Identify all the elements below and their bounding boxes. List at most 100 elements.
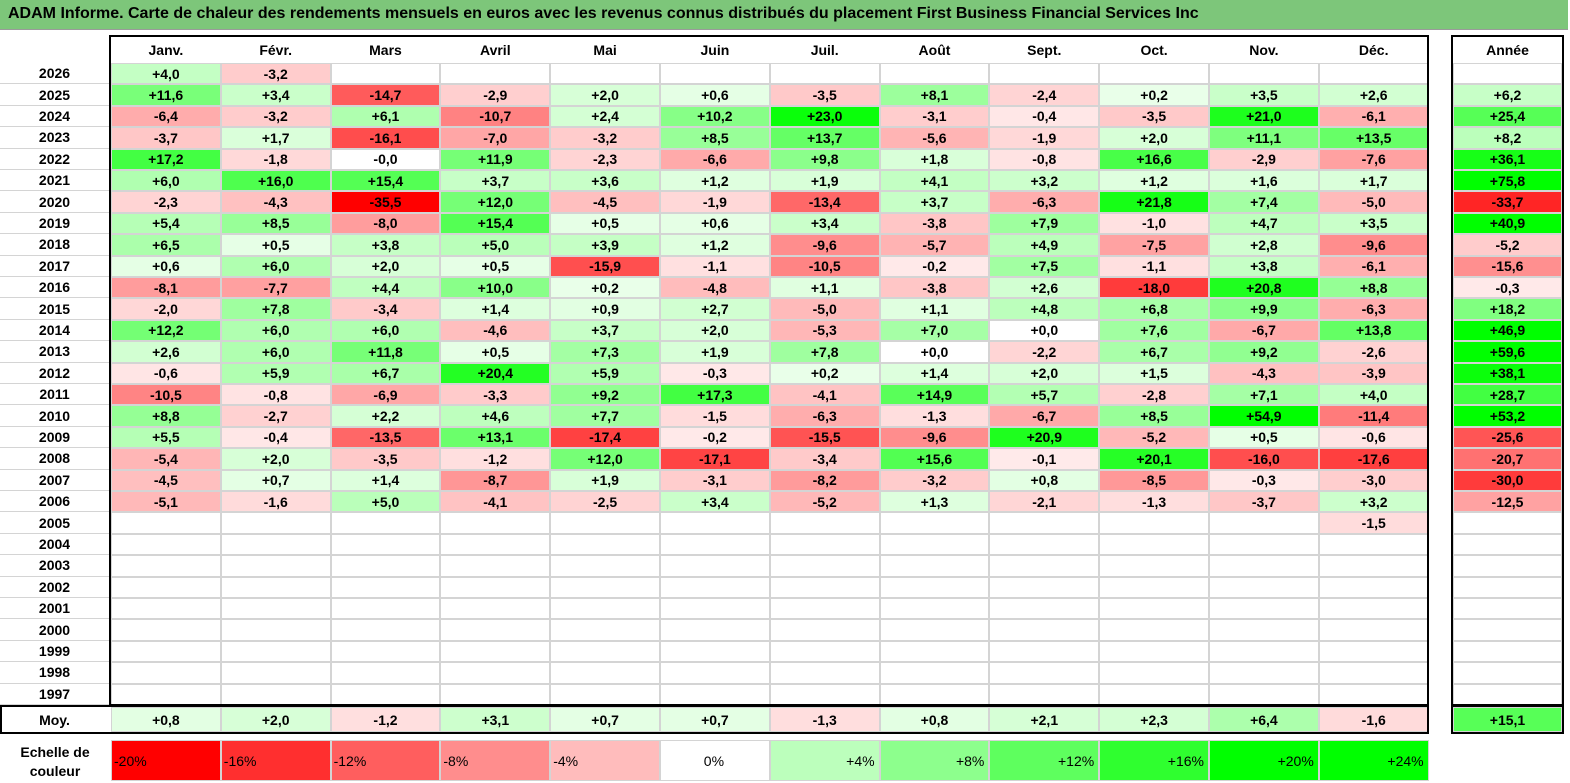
year-label: 2001 — [0, 598, 109, 620]
heatmap-cell: -2,0 — [111, 298, 221, 320]
heatmap-cell: -2,9 — [1209, 148, 1319, 170]
heatmap-cell — [220, 533, 331, 556]
heatmap-cell: -5,2 — [769, 491, 880, 513]
annual-cell: -5,2 — [1453, 234, 1562, 256]
heatmap-cell: +1,4 — [330, 469, 441, 491]
heatmap-cell: -3,2 — [220, 105, 331, 128]
heatmap-cell: -4,6 — [440, 319, 551, 342]
heatmap-cell: -9,6 — [769, 234, 880, 256]
heatmap-cell: +8,8 — [111, 405, 221, 427]
heatmap-cell: +2,6 — [1318, 84, 1429, 106]
heatmap-cell: +1,6 — [1209, 170, 1319, 192]
heatmap-cell: +6,7 — [1099, 341, 1209, 363]
heatmap-cell: +11,9 — [440, 148, 551, 170]
month-header: Avril — [440, 37, 551, 63]
heatmap-cell: +7,0 — [879, 319, 990, 342]
annual-cell: -25,6 — [1453, 426, 1562, 449]
heatmap-cell: +12,0 — [550, 448, 660, 470]
heatmap-cell: -3,8 — [879, 212, 990, 235]
heatmap-cell: +9,8 — [769, 148, 880, 170]
heatmap-cell: -6,6 — [660, 148, 770, 170]
heatmap-cell — [660, 662, 770, 684]
heatmap-cell: +15,4 — [440, 212, 551, 235]
heatmap-cell: -10,7 — [440, 105, 551, 128]
heatmap-cell: -3,7 — [1209, 491, 1319, 513]
heatmap-cell: -2,3 — [111, 191, 221, 213]
heatmap-cell: -4,3 — [1209, 362, 1319, 384]
heatmap-cell — [220, 640, 331, 663]
heatmap-cell: -5,2 — [1099, 426, 1209, 449]
heatmap-cell: -15,5 — [769, 426, 880, 449]
heatmap-cell — [989, 533, 1100, 556]
heatmap-cell — [1318, 683, 1429, 705]
heatmap-cell: +6,0 — [220, 255, 331, 277]
annual-cell: -30,0 — [1453, 469, 1562, 491]
heatmap-cell: +7,5 — [989, 255, 1100, 277]
heatmap-cell: -3,1 — [879, 105, 990, 128]
heatmap-cell: +4,9 — [989, 234, 1100, 256]
heatmap-cell — [1099, 619, 1209, 641]
heatmap-cell: -3,2 — [550, 127, 660, 149]
heatmap-cell: -0,8 — [220, 384, 331, 406]
heatmap-cell: +0,6 — [660, 212, 770, 235]
heatmap-cell — [660, 619, 770, 641]
heatmap-cell — [1209, 512, 1319, 534]
annual-cell: +53,2 — [1453, 405, 1562, 427]
month-header: Août — [879, 37, 990, 63]
heatmap-cell: -7,5 — [1099, 234, 1209, 256]
heatmap-cell: -4,3 — [220, 191, 331, 213]
heatmap-cell — [550, 533, 660, 556]
heatmap-cell: -6,3 — [989, 191, 1100, 213]
heatmap-cell — [440, 512, 551, 534]
heatmap-cell: -6,3 — [1318, 298, 1429, 320]
heatmap-cell: +2,0 — [989, 362, 1100, 384]
heatmap-cell: -0,0 — [330, 148, 441, 170]
heatmap-cell: -9,6 — [879, 426, 990, 449]
heatmap-cell: -10,5 — [769, 255, 880, 277]
heatmap-cell: +1,7 — [1318, 170, 1429, 192]
heatmap-cell: +0,9 — [550, 298, 660, 320]
heatmap-cell — [550, 640, 660, 663]
heatmap-cell: +3,2 — [989, 170, 1100, 192]
heatmap-cell: +1,1 — [769, 277, 880, 299]
month-header: Juin — [660, 37, 770, 63]
average-cell: -1,6 — [1318, 707, 1429, 732]
heatmap-cell: -11,4 — [1318, 405, 1429, 427]
heatmap-cell: +2,0 — [550, 84, 660, 106]
heatmap-cell — [220, 598, 331, 620]
annual-cell: +75,8 — [1453, 170, 1562, 192]
heatmap-cell — [111, 683, 221, 705]
heatmap-cell: +0,7 — [220, 469, 331, 491]
year-label: 2013 — [0, 341, 109, 363]
heatmap-cell: +6,0 — [330, 319, 441, 342]
heatmap-cell: -35,5 — [330, 191, 441, 213]
year-label: 2003 — [0, 555, 109, 577]
annual-cell: +6,2 — [1453, 84, 1562, 106]
heatmap-cell: -17,4 — [550, 426, 660, 449]
heatmap-cell: +8,5 — [1099, 405, 1209, 427]
heatmap-cell: -5,0 — [1318, 191, 1429, 213]
heatmap-cell: +0,5 — [550, 212, 660, 235]
year-label: 1999 — [0, 640, 109, 663]
scale-swatch: +12% — [989, 740, 1100, 781]
heatmap-cell — [550, 512, 660, 534]
heatmap-cell — [550, 576, 660, 598]
scale-label: Echelle de couleur — [20, 744, 90, 779]
scale-swatch: -4% — [550, 740, 660, 781]
heatmap-cell — [111, 555, 221, 577]
heatmap-cell: +9,2 — [550, 384, 660, 406]
annual-cell: +28,7 — [1453, 384, 1562, 406]
heatmap-cell — [879, 619, 990, 641]
heatmap-cell: -3,5 — [330, 448, 441, 470]
heatmap-cell: +6,0 — [111, 170, 221, 192]
heatmap-cell — [220, 619, 331, 641]
heatmap-cell: -1,9 — [660, 191, 770, 213]
year-label: 1997 — [0, 683, 109, 705]
heatmap-cell: +1,4 — [879, 362, 990, 384]
annual-cell — [1453, 533, 1562, 556]
heatmap-cell: +16,0 — [220, 170, 331, 192]
annual-cell: +18,2 — [1453, 298, 1562, 320]
heatmap-cell: +6,8 — [1099, 298, 1209, 320]
month-header: Janv. — [111, 37, 221, 63]
heatmap-cell: -1,8 — [220, 148, 331, 170]
